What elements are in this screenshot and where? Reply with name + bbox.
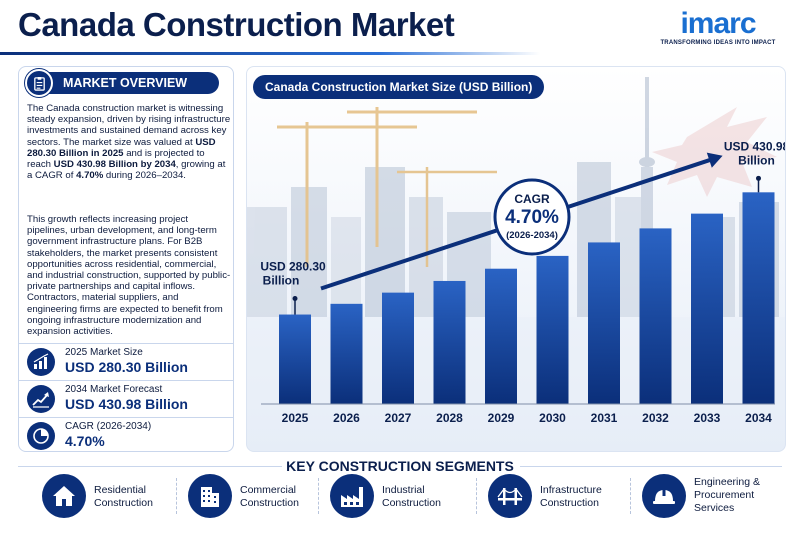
x-tick-label: 2032 — [642, 411, 669, 425]
segment-divider — [318, 478, 319, 514]
x-tick-label: 2025 — [282, 411, 309, 425]
stat-value: USD 430.98 Billion — [65, 396, 188, 412]
bar-2034 — [742, 192, 775, 404]
end-value-label: Billion — [738, 153, 775, 167]
stat-value: USD 280.30 Billion — [65, 359, 188, 375]
segment-divider — [476, 478, 477, 514]
overview-highlight: USD 430.98 Billion by 2034 — [53, 159, 176, 171]
overview-text: during 2026–2034. — [103, 170, 186, 182]
bar-2026 — [330, 303, 363, 404]
house-icon — [42, 474, 86, 518]
x-tick-label: 2027 — [385, 411, 412, 425]
start-value-label: USD 280.30 — [260, 260, 326, 274]
segment-label: Commercial Construction — [240, 484, 299, 509]
stat-label: CAGR (2026-2034) — [65, 421, 152, 432]
overview-highlight: USD 280.30 Billion in 2025 — [27, 136, 216, 159]
segment-label: Industrial Construction — [382, 484, 441, 509]
segment-label: Engineering & Procurement Services — [694, 476, 760, 514]
trend-arrow-head — [706, 152, 723, 168]
overview-paragraph-1: The Canada construction market is witnes… — [27, 103, 231, 181]
cagr-bubble — [493, 178, 571, 256]
x-tick-label: 2033 — [694, 411, 721, 425]
bar-chart-icon — [27, 348, 55, 376]
logo-tagline: TRANSFORMING IDEAS INTO IMPACT — [660, 40, 776, 46]
bar-2032 — [639, 228, 672, 404]
bar-2027 — [382, 292, 414, 404]
overview-header: MARKET OVERVIEW — [19, 67, 233, 99]
bars-layer — [279, 192, 775, 404]
stat-value: 4.70% — [65, 433, 105, 449]
trend-chart-icon — [27, 385, 55, 413]
bar-2029 — [485, 268, 517, 404]
x-tick-labels: 2025 2026 2027 2028 2029 2030 2031 2032 2033 2034 — [282, 411, 773, 425]
chart-title: Canada Construction Market Size (USD Bil… — [253, 75, 545, 99]
stat-cagr: CAGR (2026-2034) 4.70% — [19, 417, 233, 451]
x-tick-label: 2029 — [488, 411, 515, 425]
bar-2028 — [433, 280, 466, 404]
x-tick-label: 2028 — [436, 411, 463, 425]
segment-label: Infrastructure Construction — [540, 484, 602, 509]
stat-market-forecast-2034: 2034 Market Forecast USD 430.98 Billion — [19, 380, 233, 416]
bar-2030 — [536, 255, 569, 404]
bar-2031 — [588, 242, 620, 404]
imarc-logo: imarc TRANSFORMING IDEAS INTO IMPACT — [658, 7, 778, 47]
hard-hat-icon — [642, 474, 686, 518]
title-underline — [0, 52, 540, 55]
start-value-label: Billion — [263, 274, 300, 288]
x-tick-label: 2034 — [745, 411, 772, 425]
clipboard-icon — [25, 69, 53, 97]
overview-text: , growing at a CAGR of — [27, 159, 226, 182]
cagr-label: CAGR — [514, 192, 550, 206]
bar-2033 — [691, 213, 723, 404]
bar-2025 — [279, 314, 311, 404]
start-label-marker-dot — [292, 296, 298, 302]
segments-rule-left — [18, 466, 282, 467]
overview-text: The Canada construction market is witnes… — [27, 103, 231, 148]
overview-text: and is projected to reach — [27, 147, 205, 171]
page-title: Canada Construction Market — [18, 6, 455, 43]
market-size-chart-panel: USD 280.30 Billion USD 430.98 Billion CAGR 4.… — [246, 66, 786, 452]
stat-label: 2034 Market Forecast — [65, 384, 163, 395]
pie-chart-icon — [27, 422, 55, 450]
office-building-icon — [188, 474, 232, 518]
overview-paragraph-2: This growth reflects increasing project … — [27, 214, 231, 338]
segments-rule-right — [520, 466, 782, 467]
x-tick-label: 2026 — [333, 411, 360, 425]
stat-label: 2025 Market Size — [65, 347, 143, 358]
segments-heading: KEY CONSTRUCTION SEGMENTS — [286, 458, 514, 474]
cagr-period: (2026-2034) — [506, 230, 558, 241]
segment-divider — [176, 478, 177, 514]
logo-brand: imarc — [680, 7, 756, 40]
stat-market-size-2025: 2025 Market Size USD 280.30 Billion — [19, 343, 233, 379]
segments-row: Residential Construction Commercial Cons… — [18, 470, 784, 526]
end-label-marker-dot — [756, 175, 761, 181]
factory-icon — [330, 474, 374, 518]
x-tick-label: 2030 — [539, 411, 566, 425]
cagr-value: 4.70% — [505, 207, 559, 228]
x-tick-label: 2031 — [591, 411, 618, 425]
segment-divider — [630, 478, 631, 514]
market-overview-panel: MARKET OVERVIEW The Canada construction … — [18, 66, 234, 452]
segment-label: Residential Construction — [94, 484, 153, 509]
overview-highlight: 4.70% — [76, 170, 104, 182]
overview-heading: MARKET OVERVIEW — [49, 72, 219, 94]
bridge-icon — [488, 474, 532, 518]
end-value-label: USD 430.98 — [724, 139, 786, 153]
